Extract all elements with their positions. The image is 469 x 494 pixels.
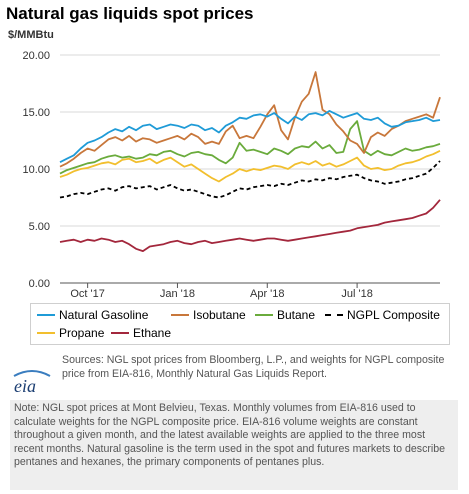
y-axis-unit: $/MMBtu — [8, 29, 54, 41]
legend-label: Ethane — [133, 326, 172, 340]
eia-logo: eia — [13, 370, 51, 394]
legend-label: Natural Gasoline — [59, 308, 149, 322]
series-line-ethane — [59, 199, 441, 253]
legend-item-propane: Propane — [37, 325, 104, 341]
y-tick-label: 10.00 — [22, 164, 50, 176]
note-box: Note: NGL spot prices at Mont Belvieu, T… — [10, 400, 458, 490]
line-chart: 0.00 5.00 10.00 15.00 20.00 Oct '17 Jan '18 Ap… — [22, 50, 441, 300]
series-line-isobutane — [59, 71, 441, 168]
chart-title: Natural gas liquids spot prices — [6, 4, 254, 23]
x-tick-label: Apr '18 — [250, 288, 285, 300]
chart-legend: Natural Gasoline Isobutane Butane NGPL C… — [30, 303, 450, 345]
series-line-propane — [59, 149, 441, 183]
y-tick-label: 15.00 — [22, 107, 50, 119]
legend-swatch — [37, 314, 55, 316]
legend-label: NGPL Composite — [347, 308, 440, 322]
series-line-natural-gasoline — [59, 110, 441, 164]
legend-swatch — [325, 314, 343, 316]
legend-label: Isobutane — [193, 308, 246, 322]
legend-swatch — [171, 314, 189, 316]
legend-item-natural-gasoline: Natural Gasoline — [37, 307, 148, 323]
legend-swatch — [255, 314, 273, 316]
legend-swatch — [111, 332, 129, 334]
x-tick-label: Oct '17 — [70, 288, 105, 300]
legend-item-ngpl-composite: NGPL Composite — [325, 307, 440, 323]
svg-text:eia: eia — [14, 376, 36, 394]
series-line-ngpl-composite — [59, 160, 441, 199]
legend-label: Butane — [277, 308, 316, 322]
legend-swatch — [37, 332, 55, 334]
y-tick-label: 20.00 — [22, 50, 50, 62]
legend-item-isobutane: Isobutane — [171, 307, 246, 323]
y-tick-label: 0.00 — [29, 278, 50, 290]
legend-item-ethane: Ethane — [111, 325, 171, 341]
legend-label: Propane — [59, 326, 105, 340]
sources-text: Sources: NGL spot prices from Bloomberg,… — [62, 354, 445, 380]
series-line-butane — [59, 120, 441, 175]
x-tick-label: Jul '18 — [341, 288, 372, 300]
x-tick-label: Jan '18 — [160, 288, 195, 300]
y-tick-label: 5.00 — [29, 221, 50, 233]
legend-item-butane: Butane — [255, 307, 315, 323]
